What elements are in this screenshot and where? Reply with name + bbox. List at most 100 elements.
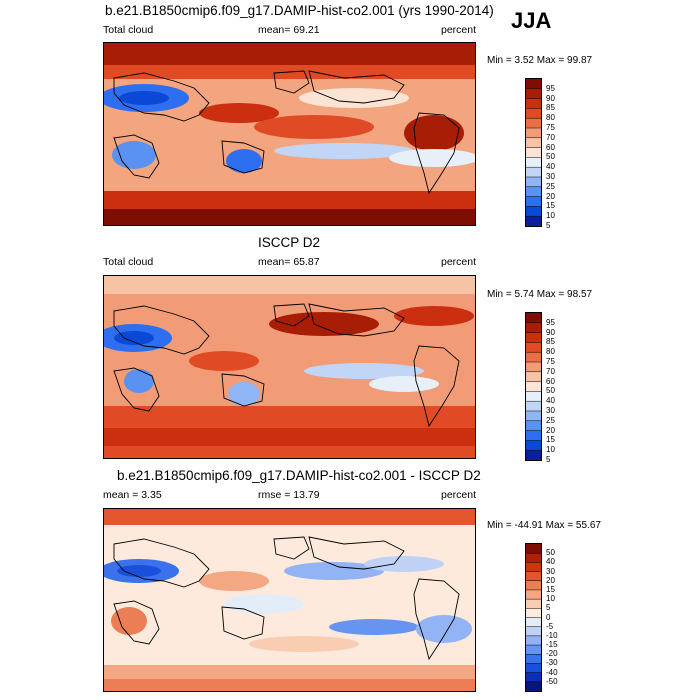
panel-1-units: percent: [441, 24, 477, 36]
legend-1-swatch: [526, 128, 541, 139]
panel-2-left-label: Total cloud: [103, 256, 154, 268]
legend-3-tick-label: -50: [546, 676, 558, 686]
legend-3-tick-label: -40: [546, 667, 558, 677]
legend-1-tick-label: 95: [546, 83, 555, 93]
legend-3-swatch: [526, 645, 541, 655]
legend-bar-2: [525, 312, 542, 461]
legend-2-swatch: [526, 401, 541, 412]
legend-3-swatches: [526, 544, 541, 691]
legend-1-swatch: [526, 157, 541, 168]
panel-3-field: [104, 509, 475, 691]
legend-3-swatch: [526, 681, 541, 691]
legend-3-swatch: [526, 626, 541, 637]
legend-2-swatch: [526, 352, 541, 363]
legend-1-swatch: [526, 88, 541, 100]
panel-3-minmax: Min = -44.91 Max = 55.67: [487, 520, 601, 531]
legend-1-tick-label: 15: [546, 201, 555, 211]
legend-3-swatch: [526, 617, 541, 628]
legend-bar-3: [525, 543, 542, 692]
panel-1-left-label: Total cloud: [103, 24, 154, 36]
legend-3-swatch: [526, 663, 541, 674]
legend-2-swatches: [526, 313, 541, 460]
legend-2-swatch: [526, 342, 541, 353]
legend-1-tick-label: 10: [546, 211, 555, 221]
legend-3-tick-label: -5: [546, 621, 554, 631]
panel-3-title: b.e21.B1850cmip6.f09_g17.DAMIP-hist-co2.…: [117, 468, 481, 483]
legend-3-swatch: [526, 672, 541, 683]
legend-2-tick-label: 75: [546, 357, 555, 366]
legend-3-swatch: [526, 599, 541, 609]
legend-1-swatch: [526, 196, 541, 207]
panel-3-rmse: rmse = 13.79: [258, 489, 320, 501]
panel-1-title: b.e21.B1850cmip6.f09_g17.DAMIP-hist-co2.…: [105, 3, 494, 18]
legend-1-tick-label: 70: [546, 132, 555, 142]
legend-2-tick-label: 95: [546, 317, 555, 327]
legend-3-tick-label: -10: [546, 630, 558, 640]
legend-2-swatch: [526, 322, 541, 334]
panel-3-units: percent: [441, 489, 477, 501]
legend-1-swatch: [526, 118, 541, 129]
legend-bar-1: [525, 78, 542, 227]
legend-1-tick-label: 85: [546, 103, 555, 113]
panel-1-mean: mean= 69.21: [258, 24, 320, 36]
panel-2-field: [104, 276, 475, 458]
legend-3-tick-label: 5: [546, 603, 551, 613]
legend-1-tick-label: 5: [546, 221, 551, 230]
legend-3-swatch: [526, 635, 541, 646]
legend-2-swatch: [526, 391, 541, 402]
legend-1-swatch: [526, 147, 541, 158]
legend-2-tick-label: 10: [546, 445, 555, 455]
legend-3-swatch: [526, 553, 541, 563]
legend-2-swatch: [526, 430, 541, 441]
panel-2-units: percent: [441, 256, 477, 268]
legend-3-swatch: [526, 589, 541, 600]
legend-3-tick-label: 30: [546, 566, 555, 576]
legend-1-swatch: [526, 206, 541, 217]
panel-3-map: [103, 508, 476, 692]
legend-2-swatch: [526, 332, 541, 343]
legend-3-swatch: [526, 654, 541, 664]
legend-3-swatch: [526, 544, 541, 554]
legend-3-tick-label: 20: [546, 575, 555, 585]
legend-2-tick-label: 30: [546, 406, 555, 415]
legend-1-tick-label: 40: [546, 162, 555, 172]
legend-2-tick-label: 60: [546, 376, 555, 386]
legend-1-tick-label: 25: [546, 181, 555, 191]
legend-1-swatches: [526, 79, 541, 226]
legend-2-tick-label: 85: [546, 337, 555, 347]
legend-2-tick-label: 15: [546, 435, 555, 445]
legend-2-swatch: [526, 381, 541, 392]
legend-3-swatch: [526, 580, 541, 591]
legend-1-swatch: [526, 167, 541, 178]
legend-3-tick-label: 50: [546, 548, 555, 558]
legend-2-tick-label: 5: [546, 455, 551, 464]
legend-3-swatch: [526, 562, 541, 573]
legend-2-swatch: [526, 450, 541, 460]
legend-2-swatch: [526, 411, 541, 422]
legend-1-tick-label: 20: [546, 191, 555, 201]
legend-3-tick-label: -20: [546, 649, 558, 659]
season-label: JJA: [511, 8, 552, 33]
legend-2-tick-label: 90: [546, 327, 555, 337]
legend-3-tick-label: -15: [546, 640, 558, 650]
legend-1-swatch: [526, 216, 541, 226]
legend-1-swatch: [526, 108, 541, 119]
legend-2-tick-label: 40: [546, 396, 555, 406]
legend-2-tick-label: 80: [546, 347, 555, 357]
legend-3-tick-label: -30: [546, 658, 558, 668]
panel-1-minmax: Min = 3.52 Max = 99.87: [487, 55, 593, 66]
panel-2-minmax: Min = 5.74 Max = 98.57: [487, 289, 593, 300]
legend-3-tick-label: 40: [546, 557, 555, 567]
legend-3-tick-label: 10: [546, 594, 555, 604]
panel-2-title: ISCCP D2: [258, 235, 321, 250]
panel-2-mean: mean= 65.87: [258, 256, 320, 268]
legend-2-swatch: [526, 440, 541, 451]
legend-1-swatch: [526, 177, 541, 188]
panel-1-map: [103, 42, 476, 226]
legend-1-tick-label: 50: [546, 152, 555, 162]
legend-1-swatch: [526, 98, 541, 109]
legend-2-tick-label: 50: [546, 386, 555, 396]
legend-1-tick-label: 30: [546, 172, 555, 181]
legend-1-swatch: [526, 137, 541, 149]
legend-1-swatch: [526, 186, 541, 198]
